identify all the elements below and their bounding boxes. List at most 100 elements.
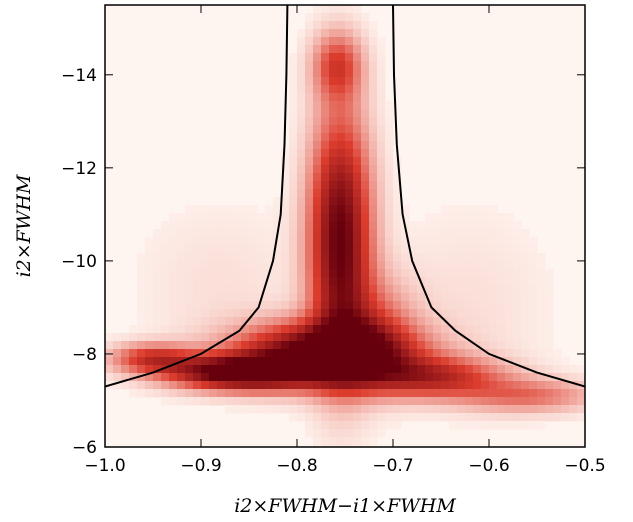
- heatmap-cell: [393, 213, 402, 222]
- heatmap-cell: [281, 157, 290, 166]
- heatmap-cell: [273, 341, 282, 350]
- heatmap-cell: [369, 93, 378, 102]
- heatmap-cell: [281, 301, 290, 310]
- heatmap-cell: [545, 277, 554, 286]
- heatmap-cell: [297, 325, 306, 334]
- heatmap-cell: [361, 341, 370, 350]
- heatmap-cell: [481, 237, 490, 246]
- heatmap-cell: [569, 389, 578, 398]
- heatmap-cell: [297, 149, 306, 158]
- heatmap-cell: [369, 261, 378, 270]
- heatmap-cell: [393, 349, 402, 358]
- heatmap-cell: [185, 381, 194, 390]
- heatmap-cell: [409, 317, 418, 326]
- heatmap-cell: [361, 45, 370, 54]
- density-heatmap: [105, 5, 585, 447]
- heatmap-cell: [257, 245, 266, 254]
- heatmap-cell: [145, 269, 154, 278]
- heatmap-cell: [297, 221, 306, 230]
- heatmap-cell: [329, 157, 338, 166]
- heatmap-cell: [513, 373, 522, 382]
- heatmap-cell: [457, 237, 466, 246]
- heatmap-cell: [313, 77, 322, 86]
- heatmap-cell: [337, 205, 346, 214]
- heatmap-cell: [249, 213, 258, 222]
- heatmap-cell: [369, 181, 378, 190]
- heatmap-cell: [321, 245, 330, 254]
- heatmap-cell: [473, 381, 482, 390]
- heatmap-cell: [257, 349, 266, 358]
- heatmap-cell: [497, 213, 506, 222]
- heatmap-cell: [185, 325, 194, 334]
- heatmap-cell: [353, 357, 362, 366]
- heatmap-cell: [537, 285, 546, 294]
- heatmap-cell: [369, 197, 378, 206]
- heatmap-cell: [545, 397, 554, 406]
- heatmap-cell: [233, 213, 242, 222]
- heatmap-cell: [385, 101, 394, 110]
- heatmap-cell: [489, 229, 498, 238]
- heatmap-cell: [145, 325, 154, 334]
- heatmap-cell: [369, 397, 378, 406]
- heatmap-cell: [369, 133, 378, 142]
- heatmap-cell: [281, 253, 290, 262]
- heatmap-cell: [289, 397, 298, 406]
- heatmap-cell: [329, 53, 338, 62]
- heatmap-cell: [561, 413, 570, 422]
- heatmap-cell: [345, 157, 354, 166]
- heatmap-cell: [425, 373, 434, 382]
- heatmap-cell: [305, 101, 314, 110]
- heatmap-cell: [329, 317, 338, 326]
- heatmap-cell: [265, 357, 274, 366]
- heatmap-cell: [497, 277, 506, 286]
- heatmap-cell: [361, 365, 370, 374]
- heatmap-cell: [393, 269, 402, 278]
- heatmap-cell: [353, 189, 362, 198]
- heatmap-cell: [369, 429, 378, 438]
- heatmap-cell: [209, 229, 218, 238]
- heatmap-cell: [161, 253, 170, 262]
- heatmap-cell: [417, 341, 426, 350]
- heatmap-cell: [505, 421, 514, 430]
- heatmap-cell: [505, 229, 514, 238]
- heatmap-cell: [353, 253, 362, 262]
- heatmap-cell: [225, 293, 234, 302]
- heatmap-cell: [577, 405, 585, 414]
- heatmap-cell: [401, 317, 410, 326]
- heatmap-cell: [305, 365, 314, 374]
- heatmap-cell: [353, 341, 362, 350]
- heatmap-cell: [321, 125, 330, 134]
- heatmap-cell: [385, 117, 394, 126]
- heatmap-cell: [465, 285, 474, 294]
- heatmap-cell: [289, 325, 298, 334]
- heatmap-cell: [417, 325, 426, 334]
- heatmap-cell: [337, 21, 346, 30]
- heatmap-cell: [417, 381, 426, 390]
- heatmap-cell: [313, 381, 322, 390]
- heatmap-cell: [265, 301, 274, 310]
- heatmap-cell: [385, 325, 394, 334]
- heatmap-cell: [177, 389, 186, 398]
- heatmap-cell: [201, 285, 210, 294]
- heatmap-cell: [169, 325, 178, 334]
- heatmap-cell: [161, 269, 170, 278]
- heatmap-cell: [369, 85, 378, 94]
- heatmap-cell: [313, 205, 322, 214]
- heatmap-cell: [289, 221, 298, 230]
- heatmap-cell: [305, 221, 314, 230]
- heatmap-cell: [449, 237, 458, 246]
- heatmap-cell: [465, 301, 474, 310]
- heatmap-cell: [337, 237, 346, 246]
- heatmap-cell: [337, 77, 346, 86]
- heatmap-cell: [361, 189, 370, 198]
- heatmap-cell: [313, 301, 322, 310]
- heatmap-cell: [321, 301, 330, 310]
- boundary-curves: [105, 5, 585, 388]
- heatmap-cell: [537, 349, 546, 358]
- heatmap-cell: [217, 349, 226, 358]
- heatmap-cell: [145, 285, 154, 294]
- heatmap-cell: [489, 205, 498, 214]
- heatmap-cell: [257, 365, 266, 374]
- heatmap-cell: [401, 285, 410, 294]
- heatmap-cell: [297, 397, 306, 406]
